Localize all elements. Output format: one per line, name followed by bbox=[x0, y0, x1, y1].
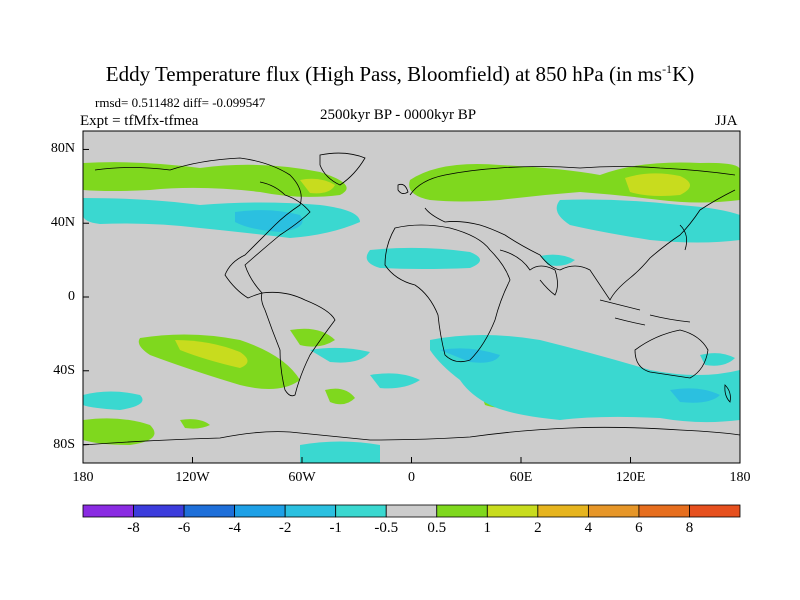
coast-australia bbox=[634, 329, 709, 379]
colorbar-swatch bbox=[486, 504, 539, 518]
colorbar-swatch bbox=[385, 504, 438, 518]
experiment-label: Expt = tfMfx-tfmea bbox=[80, 113, 199, 129]
contour-field bbox=[83, 131, 740, 463]
contour-nh-yellow2 bbox=[300, 178, 335, 194]
contour-sh-cyan1 bbox=[430, 335, 740, 423]
period-label: 2500kyr BP - 0000kyr BP bbox=[320, 107, 477, 123]
colorbar-label: -6 bbox=[177, 520, 191, 536]
colorbar-label: -0.5 bbox=[374, 520, 399, 536]
contour-nh-green bbox=[83, 162, 347, 197]
colorbar-swatch bbox=[587, 504, 640, 518]
colorbar-swatch bbox=[82, 504, 134, 518]
x-tick-label: 180 bbox=[72, 470, 94, 485]
x-tick-label: 60E bbox=[509, 470, 533, 485]
colorbar-label: -8 bbox=[127, 520, 140, 536]
coast-antarctica bbox=[83, 426, 740, 446]
contour-nh-cyan2 bbox=[556, 199, 740, 243]
colorbar-swatch bbox=[183, 504, 236, 518]
contour-sh-green6 bbox=[180, 419, 210, 429]
contour-sh-yellow1 bbox=[175, 340, 248, 368]
colorbar-label: 0.5 bbox=[427, 520, 447, 536]
stats-label: rmsd= 0.511482 diff= -0.099547 bbox=[95, 95, 266, 110]
plot-title: Eddy Temperature flux (High Pass, Bloomf… bbox=[105, 62, 695, 86]
y-tick-label: 0 bbox=[68, 289, 75, 304]
x-tick-label: 60W bbox=[288, 470, 316, 485]
colorbar-label: 4 bbox=[584, 520, 593, 536]
coast-new-zealand bbox=[724, 384, 731, 403]
contour-nh-cyan4 bbox=[540, 254, 575, 266]
x-tick-label: 0 bbox=[408, 470, 415, 485]
axis-ticks bbox=[82, 148, 741, 463]
x-tick-label: 120E bbox=[615, 470, 646, 485]
coast-south-america bbox=[261, 291, 336, 397]
colorbar bbox=[82, 504, 741, 518]
contour-sh-cyan5 bbox=[520, 383, 560, 399]
season-label: JJA bbox=[715, 113, 738, 129]
coast-north-america bbox=[94, 157, 311, 299]
contour-nh-cyan3 bbox=[366, 247, 480, 269]
colorbar-swatch bbox=[284, 504, 337, 518]
contour-sh-green4 bbox=[325, 388, 355, 405]
colorbar-swatch bbox=[689, 504, 741, 518]
colorbar-label: 8 bbox=[685, 520, 694, 536]
colorbar-label: 2 bbox=[534, 520, 542, 536]
colorbar-label: -2 bbox=[278, 520, 292, 536]
contour-sh-green2 bbox=[83, 418, 155, 445]
colorbar-label: 6 bbox=[635, 520, 643, 536]
y-tick-label: 40N bbox=[50, 215, 75, 231]
y-tick-label: 40S bbox=[53, 362, 75, 378]
x-tick-label: 120W bbox=[175, 470, 210, 485]
contour-sh-cyan7 bbox=[700, 353, 735, 366]
colorbar-label: -1 bbox=[329, 520, 342, 536]
contour-sh-blue1 bbox=[440, 348, 500, 363]
y-tick-label: 80S bbox=[53, 436, 75, 452]
colorbar-label: 1 bbox=[483, 520, 492, 536]
x-tick-label: 180 bbox=[729, 470, 751, 485]
coast-japan bbox=[679, 224, 688, 251]
contour-nh-yellow bbox=[625, 173, 690, 196]
coast-indonesia bbox=[599, 299, 691, 326]
contour-sh-cyan3 bbox=[310, 347, 370, 363]
contour-sh-cyan4 bbox=[370, 373, 420, 389]
colorbar-swatch bbox=[436, 504, 488, 518]
contour-sh-cyan6 bbox=[300, 441, 380, 463]
y-tick-label: 80N bbox=[50, 141, 75, 157]
colorbar-swatch bbox=[234, 504, 286, 518]
colorbar-swatch bbox=[133, 504, 185, 518]
contour-sh-cyan2 bbox=[83, 391, 143, 410]
coastlines bbox=[83, 152, 740, 446]
coast-greenland bbox=[319, 152, 366, 186]
contour-sh-green3 bbox=[290, 328, 335, 347]
colorbar-swatch bbox=[335, 504, 387, 518]
colorbar-swatch bbox=[537, 504, 589, 518]
colorbar-label: -4 bbox=[228, 520, 241, 536]
contour-sh-blue2 bbox=[670, 388, 720, 403]
coast-eurasia bbox=[409, 166, 736, 301]
coast-india bbox=[499, 249, 558, 296]
coast-uk bbox=[397, 183, 409, 194]
coast-africa bbox=[384, 224, 511, 363]
colorbar-swatch bbox=[638, 504, 690, 518]
